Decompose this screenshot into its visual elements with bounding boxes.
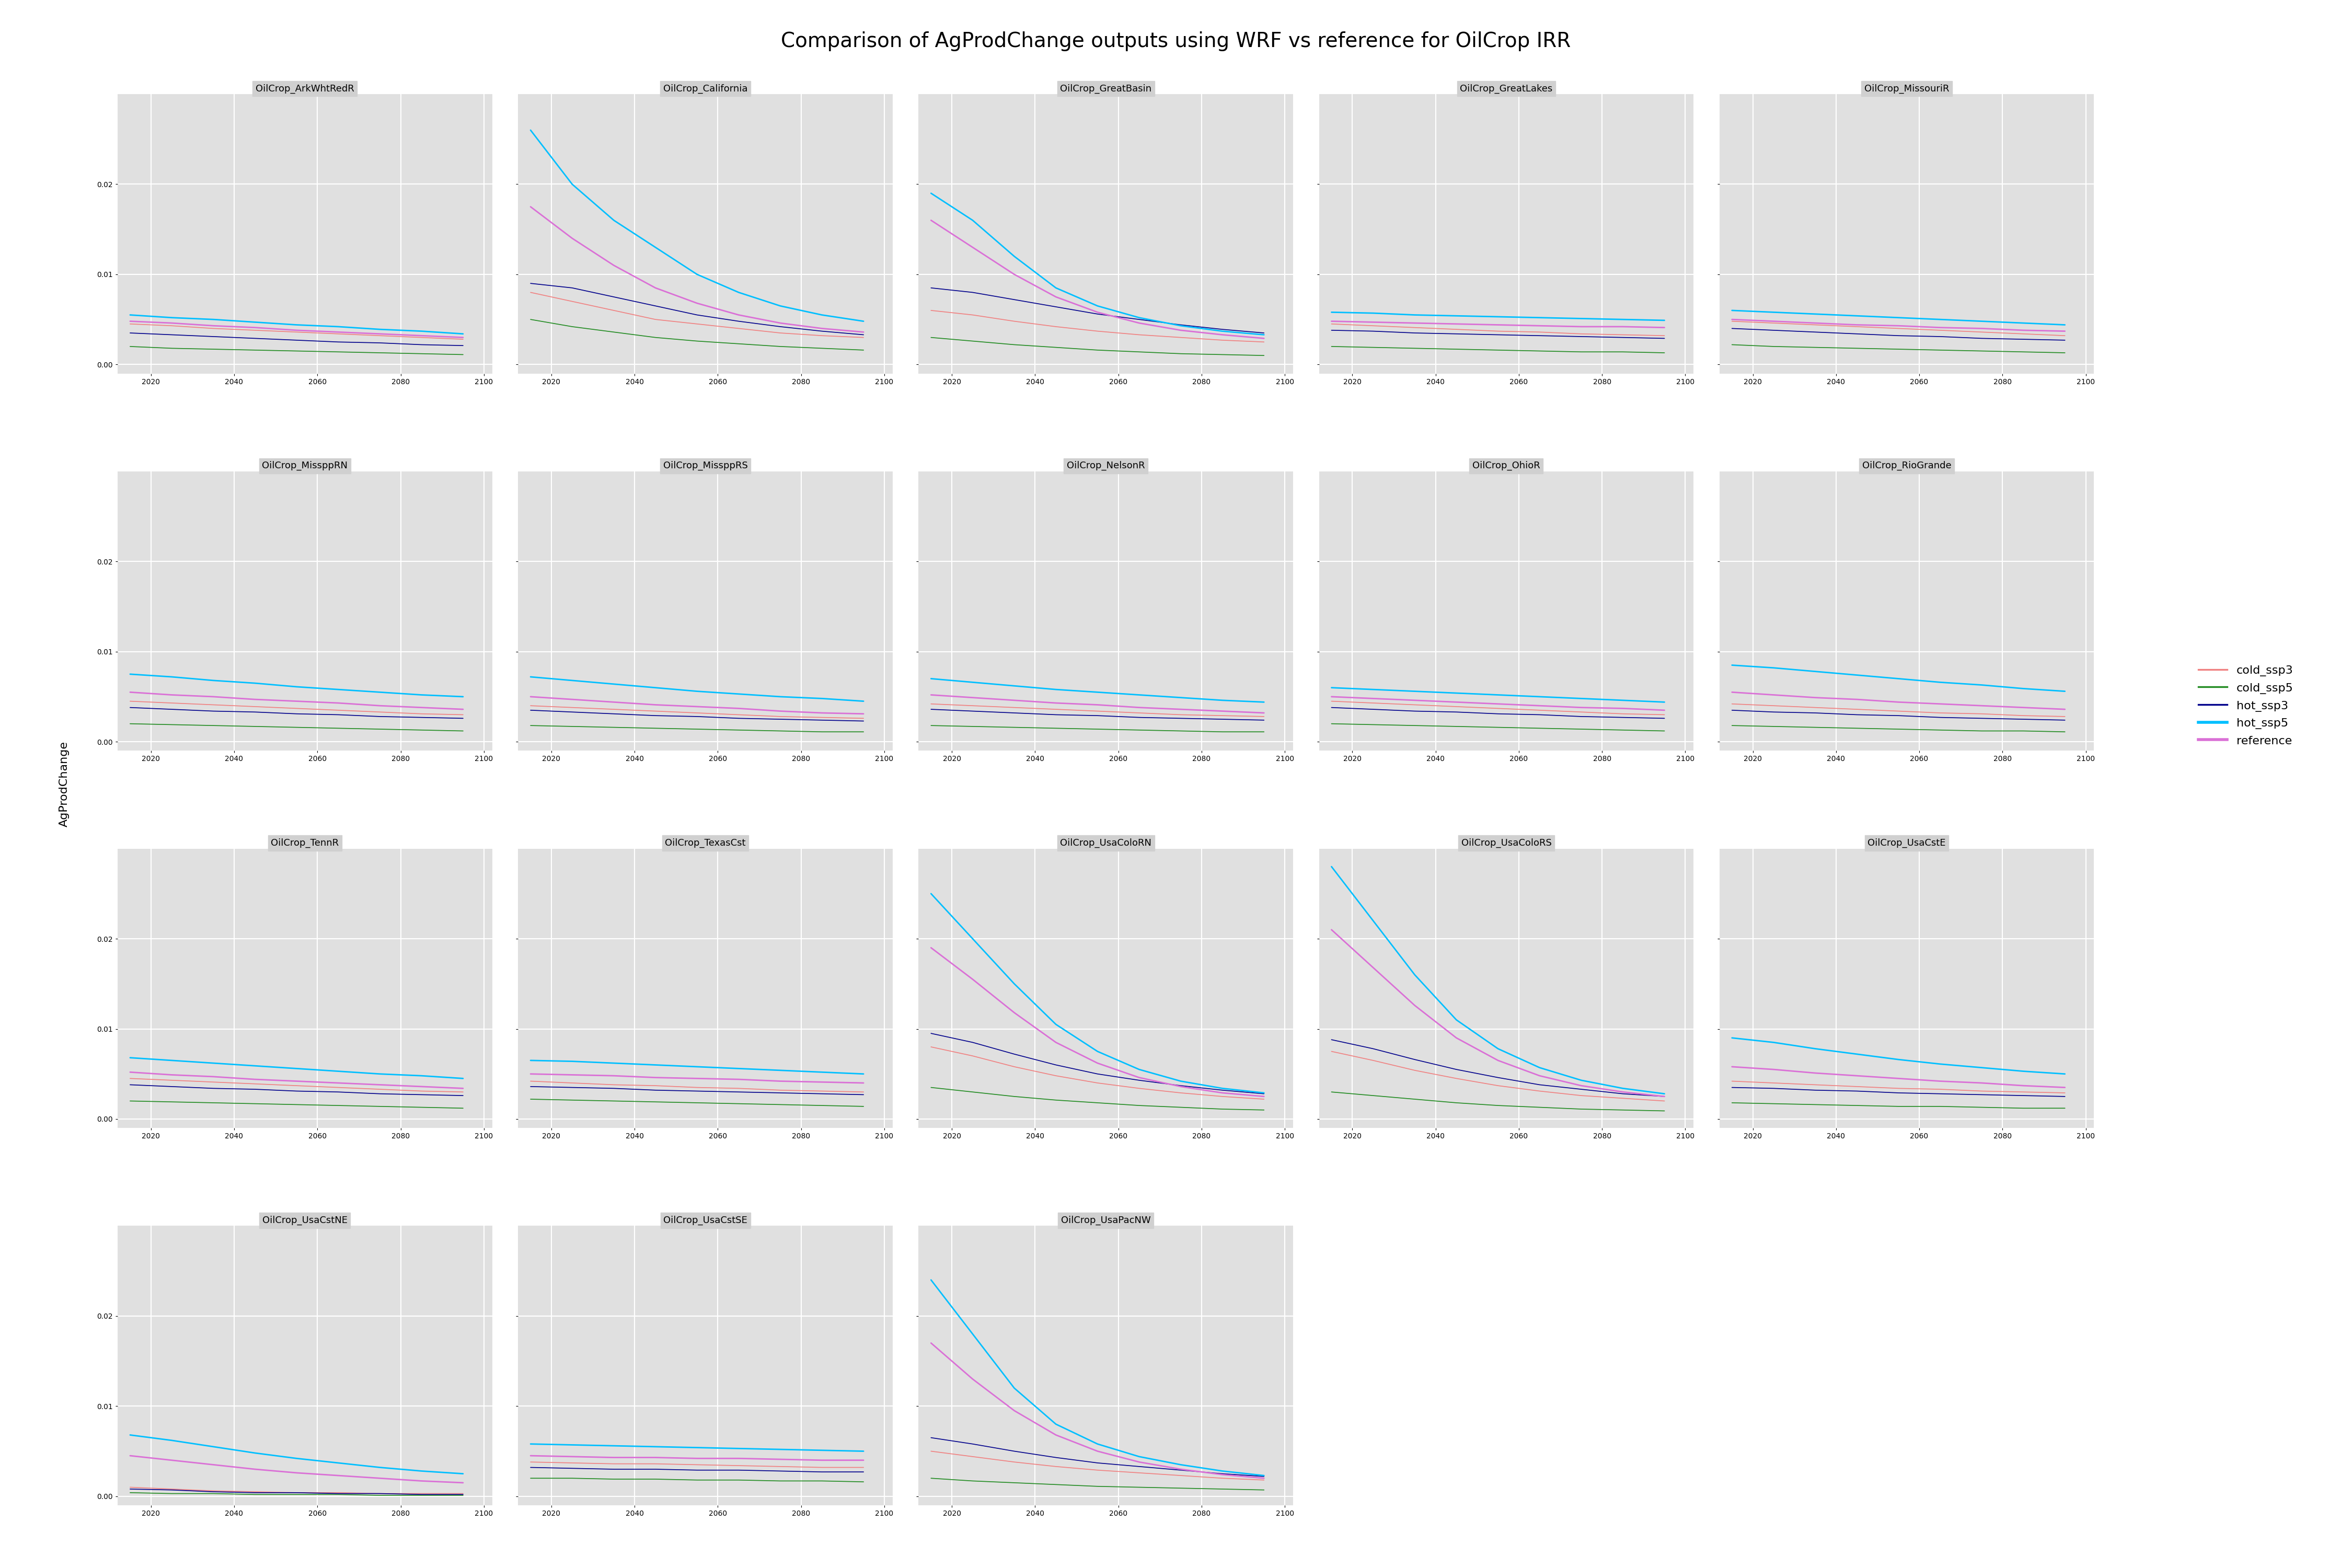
- Title: OilCrop_GreatLakes: OilCrop_GreatLakes: [1461, 83, 1552, 94]
- Title: OilCrop_TexasCst: OilCrop_TexasCst: [666, 839, 746, 848]
- Title: OilCrop_UsaCstNE: OilCrop_UsaCstNE: [263, 1215, 348, 1225]
- Legend: cold_ssp3, cold_ssp5, hot_ssp3, hot_ssp5, reference: cold_ssp3, cold_ssp5, hot_ssp3, hot_ssp5…: [2192, 659, 2300, 753]
- Text: AgProdChange: AgProdChange: [59, 742, 68, 826]
- Title: OilCrop_TennR: OilCrop_TennR: [270, 839, 339, 848]
- Title: OilCrop_NelsonR: OilCrop_NelsonR: [1068, 461, 1145, 470]
- Title: OilCrop_California: OilCrop_California: [663, 83, 748, 94]
- Title: OilCrop_UsaPacNW: OilCrop_UsaPacNW: [1061, 1215, 1150, 1225]
- Title: OilCrop_ArkWhtRedR: OilCrop_ArkWhtRedR: [256, 83, 355, 94]
- Text: Comparison of AgProdChange outputs using WRF vs reference for OilCrop IRR: Comparison of AgProdChange outputs using…: [781, 31, 1571, 52]
- Title: OilCrop_MissouriR: OilCrop_MissouriR: [1865, 83, 1950, 94]
- Title: OilCrop_UsaCstSE: OilCrop_UsaCstSE: [663, 1215, 748, 1225]
- Title: OilCrop_MissppRS: OilCrop_MissppRS: [663, 461, 748, 470]
- Title: OilCrop_UsaCstE: OilCrop_UsaCstE: [1867, 839, 1945, 848]
- Title: OilCrop_RioGrande: OilCrop_RioGrande: [1863, 461, 1952, 470]
- Title: OilCrop_GreatBasin: OilCrop_GreatBasin: [1061, 83, 1152, 94]
- Title: OilCrop_UsaColoRS: OilCrop_UsaColoRS: [1461, 839, 1552, 848]
- Title: OilCrop_UsaColoRN: OilCrop_UsaColoRN: [1061, 839, 1152, 848]
- Title: OilCrop_OhioR: OilCrop_OhioR: [1472, 461, 1541, 470]
- Title: OilCrop_MissppRN: OilCrop_MissppRN: [261, 461, 348, 470]
